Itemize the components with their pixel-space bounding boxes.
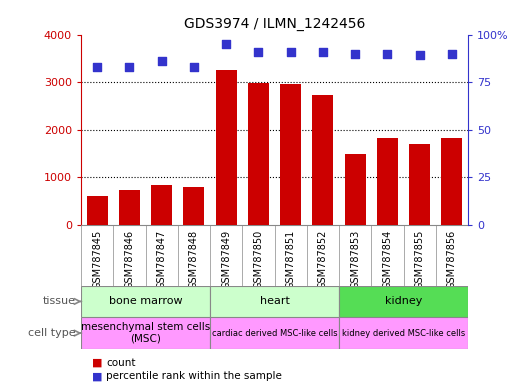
- Bar: [409, 144, 430, 225]
- Bar: [184, 187, 204, 225]
- Text: GSM787853: GSM787853: [350, 230, 360, 289]
- Bar: [210, 317, 339, 349]
- Bar: [248, 83, 269, 225]
- Bar: [441, 138, 462, 225]
- Text: GSM787848: GSM787848: [189, 230, 199, 289]
- Bar: [81, 286, 210, 317]
- Point: [287, 49, 295, 55]
- Bar: [119, 190, 140, 225]
- Bar: [339, 286, 468, 317]
- Bar: [81, 317, 210, 349]
- Bar: [210, 286, 339, 317]
- Text: ■: ■: [92, 371, 102, 381]
- Text: GSM787855: GSM787855: [415, 230, 425, 289]
- Bar: [312, 95, 334, 225]
- Text: cell type: cell type: [28, 328, 76, 338]
- Bar: [87, 196, 108, 225]
- Point: [319, 49, 327, 55]
- Point: [383, 51, 392, 57]
- Text: kidney: kidney: [385, 296, 422, 306]
- Text: GSM787849: GSM787849: [221, 230, 231, 289]
- Bar: [377, 138, 398, 225]
- Point: [448, 51, 456, 57]
- Text: bone marrow: bone marrow: [109, 296, 183, 306]
- Text: cardiac derived MSC-like cells: cardiac derived MSC-like cells: [212, 329, 337, 338]
- Point: [125, 64, 133, 70]
- Text: GSM787854: GSM787854: [382, 230, 392, 289]
- Bar: [339, 317, 468, 349]
- Point: [351, 51, 359, 57]
- Point: [254, 49, 263, 55]
- Text: kidney derived MSC-like cells: kidney derived MSC-like cells: [342, 329, 465, 338]
- Bar: [151, 185, 172, 225]
- Point: [157, 58, 166, 64]
- Point: [222, 41, 230, 47]
- Text: heart: heart: [259, 296, 290, 306]
- Text: percentile rank within the sample: percentile rank within the sample: [106, 371, 282, 381]
- Title: GDS3974 / ILMN_1242456: GDS3974 / ILMN_1242456: [184, 17, 365, 31]
- Point: [415, 52, 424, 58]
- Point: [93, 64, 101, 70]
- Bar: [215, 70, 237, 225]
- Text: GSM787846: GSM787846: [124, 230, 134, 289]
- Text: GSM787847: GSM787847: [157, 230, 167, 289]
- Text: GSM787851: GSM787851: [286, 230, 295, 289]
- Text: ■: ■: [92, 358, 102, 368]
- Text: GSM787852: GSM787852: [318, 230, 328, 289]
- Text: GSM787845: GSM787845: [92, 230, 102, 289]
- Point: [190, 64, 198, 70]
- Text: GSM787856: GSM787856: [447, 230, 457, 289]
- Text: GSM787850: GSM787850: [254, 230, 264, 289]
- Text: mesenchymal stem cells
(MSC): mesenchymal stem cells (MSC): [81, 322, 210, 344]
- Text: tissue: tissue: [43, 296, 76, 306]
- Bar: [345, 154, 366, 225]
- Bar: [280, 84, 301, 225]
- Text: count: count: [106, 358, 135, 368]
